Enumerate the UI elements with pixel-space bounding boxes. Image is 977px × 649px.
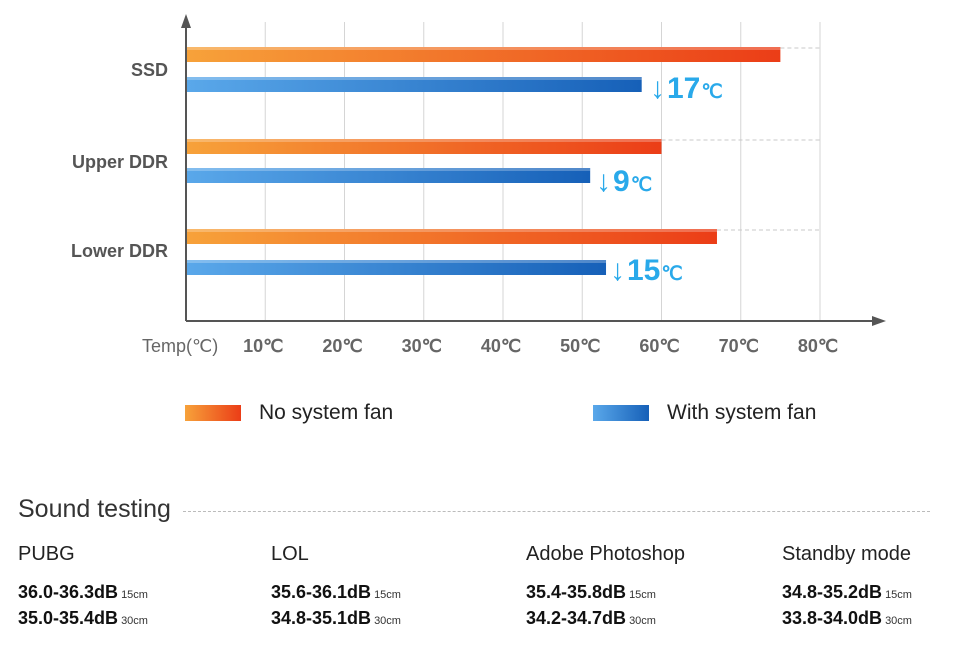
sound-testing-title: Sound testing <box>18 494 171 523</box>
sound-row: 36.0-36.3dB 15cm <box>18 582 258 602</box>
x-tick-label: 50℃ <box>560 336 600 356</box>
delta-annotation: ↓15℃ <box>610 254 683 287</box>
legend-label-no-fan: No system fan <box>259 401 394 424</box>
delta-value: 15 <box>627 254 660 287</box>
sound-column-pubg: PUBG 36.0-36.3dB 15cm 35.0-35.4dB 30cm <box>18 540 258 628</box>
delta-value: 17 <box>667 72 700 105</box>
sound-column-photoshop: Adobe Photoshop 35.4-35.8dB 15cm 34.2-34.… <box>526 540 766 628</box>
sound-value: 36.0-36.3dB <box>18 582 119 602</box>
down-arrow-icon: ↓ <box>610 254 625 287</box>
category-label: Upper DDR <box>72 152 168 172</box>
bar-highlight <box>186 168 591 171</box>
temperature-chart: 10℃ 20℃ 30℃ 40℃ 50℃ 60℃ 70℃ 80℃ SSD Upper DDR Lowe… <box>71 14 886 356</box>
sound-row: 34.2-34.7dB 30cm <box>526 608 766 628</box>
sound-row: 34.8-35.2dB 15cm <box>782 582 972 602</box>
sound-row: 33.8-34.0dB 30cm <box>782 608 972 628</box>
sound-value: 35.0-35.4dB <box>18 608 119 628</box>
x-tick-label: 80℃ <box>798 336 838 356</box>
delta-annotation: ↓17℃ <box>650 72 723 105</box>
x-tick-label: 70℃ <box>719 336 759 356</box>
sound-column-standby: Standby mode 34.8-35.2dB 15cm 33.8-34.0dB… <box>782 540 972 628</box>
legend-swatch-no-fan <box>185 405 241 421</box>
sound-distance: 15cm <box>374 589 401 601</box>
down-arrow-icon: ↓ <box>596 165 611 198</box>
category-label: SSD <box>131 60 168 80</box>
legend-item-no-fan: No system fan <box>185 398 393 428</box>
legend-label-with-fan: With system fan <box>667 401 817 424</box>
sound-row: 35.0-35.4dB 30cm <box>18 608 258 628</box>
sound-distance: 30cm <box>885 615 912 627</box>
sound-column-lol: LOL 35.6-36.1dB 15cm 34.8-35.1dB 30cm <box>271 540 511 628</box>
bar-with-fan <box>186 77 642 92</box>
x-tick-label: 20℃ <box>322 336 362 356</box>
delta-value: 9 <box>613 165 630 198</box>
sound-value: 34.8-35.2dB <box>782 582 883 602</box>
bar-highlight <box>186 229 717 232</box>
delta-unit: ℃ <box>701 82 722 103</box>
category-label: Lower DDR <box>71 241 168 261</box>
x-axis-arrow-icon <box>872 316 886 326</box>
x-tick-label: 30℃ <box>402 336 442 356</box>
sound-distance: 15cm <box>629 589 656 601</box>
x-tick-label: 10℃ <box>243 336 283 356</box>
delta-unit: ℃ <box>661 264 682 285</box>
sound-scenario-label: Adobe Photoshop <box>526 543 686 565</box>
sound-distance: 15cm <box>885 589 912 601</box>
delta-unit: ℃ <box>631 175 652 196</box>
sound-distance: 15cm <box>121 589 148 601</box>
sound-distance: 30cm <box>629 615 656 627</box>
sound-value: 33.8-34.0dB <box>782 608 883 628</box>
sound-value: 35.6-36.1dB <box>271 582 372 602</box>
sound-scenario-label: PUBG <box>18 543 75 565</box>
x-tick-label: 60℃ <box>639 336 679 356</box>
legend-item-with-fan: With system fan <box>593 398 816 428</box>
y-axis-arrow-icon <box>181 14 191 28</box>
sound-distance: 30cm <box>121 615 148 627</box>
legend-swatch-with-fan <box>593 405 649 421</box>
bar-highlight <box>186 139 662 142</box>
bar-no-fan <box>186 139 662 154</box>
bar-highlight <box>186 77 642 80</box>
bar-with-fan <box>186 260 607 275</box>
x-axis-title: Temp(℃) <box>142 336 218 356</box>
bar-no-fan <box>186 229 717 244</box>
dashed-divider <box>182 510 930 512</box>
sound-testing-header: Sound testing <box>18 492 930 526</box>
bar-with-fan <box>186 168 591 183</box>
bar-highlight <box>186 260 607 263</box>
sound-value: 34.2-34.7dB <box>526 608 627 628</box>
x-tick-label: 40℃ <box>481 336 521 356</box>
delta-annotation: ↓9℃ <box>596 165 652 198</box>
sound-value: 34.8-35.1dB <box>271 608 372 628</box>
down-arrow-icon: ↓ <box>650 72 665 105</box>
sound-scenario-label: LOL <box>271 543 309 565</box>
sound-value: 35.4-35.8dB <box>526 582 627 602</box>
sound-row: 35.4-35.8dB 15cm <box>526 582 766 602</box>
sound-row: 34.8-35.1dB 30cm <box>271 608 511 628</box>
sound-distance: 30cm <box>374 615 401 627</box>
sound-row: 35.6-36.1dB 15cm <box>271 582 511 602</box>
bar-highlight <box>186 47 781 50</box>
sound-scenario-label: Standby mode <box>782 543 911 565</box>
bar-no-fan <box>186 47 781 62</box>
